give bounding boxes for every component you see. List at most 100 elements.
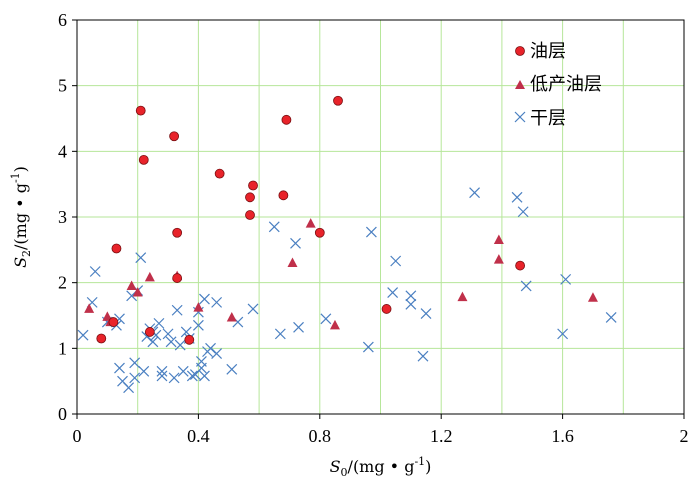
x-tick-label: 2 [680, 426, 689, 446]
oil-layer-point [184, 334, 195, 345]
legend-label-oil-layer: 油层 [530, 41, 566, 62]
low-yield-oil-layer-point [226, 311, 237, 322]
legend-triangle-marker [515, 80, 525, 89]
legend-x-marker [514, 111, 526, 123]
oil-layer-point [248, 180, 258, 191]
oil-layer-point [172, 273, 183, 283]
dry-layer-point [420, 308, 432, 319]
y-axis-ticks: 0 1 2 3 4 5 6 [58, 10, 77, 424]
x-tick-label: 0.4 [187, 426, 210, 446]
legend-item-oil-layer: 油层 [515, 41, 566, 62]
y-tick-label: 1 [58, 338, 67, 358]
x-tick-label: 0.8 [309, 426, 332, 446]
legend: 油层 低产油层 干层 [514, 41, 602, 129]
dry-layer-point [114, 362, 125, 374]
dry-layer-point [147, 336, 159, 348]
dry-layer-point [557, 328, 569, 340]
dry-layer-point [417, 350, 429, 362]
oil-layer-point [111, 243, 122, 254]
oil-layer-point [214, 168, 225, 179]
dry-layer-point [135, 252, 147, 264]
dry-layer-point [153, 317, 165, 329]
oil-layer-point [245, 210, 255, 220]
legend-circle-marker [515, 46, 525, 56]
dry-layer-point [405, 298, 417, 310]
dry-layer-point [274, 328, 286, 340]
dry-layer-point [517, 206, 529, 218]
dry-layer-point [192, 319, 204, 331]
dry-layer-point [268, 221, 280, 233]
low-yield-oil-layer-point [457, 291, 468, 302]
x-tick-label: 1.2 [430, 426, 453, 446]
dry-layer-point [156, 365, 168, 377]
oil-layer-point [278, 190, 289, 201]
x-axis-title: S0/(mg • g-1) [330, 455, 432, 479]
low-yield-oil-layer-point [287, 257, 298, 267]
dry-layer-point [365, 226, 377, 238]
dry-layer-point [211, 348, 223, 360]
dry-layer-point [511, 191, 523, 203]
dry-layer-point [362, 341, 374, 353]
y-tick-label: 3 [58, 207, 67, 227]
dry-layer-point [520, 280, 532, 292]
low-yield-oil-layer-point [84, 303, 95, 313]
x-tick-label: 1.6 [551, 426, 574, 446]
oil-layer-point [172, 227, 183, 238]
dry-layer-point [199, 370, 210, 382]
low-yield-oil-layer-point [126, 280, 137, 290]
dry-layer-point [156, 370, 168, 382]
low-yield-oil-layer-point [144, 271, 155, 282]
dry-layer-point [165, 336, 177, 348]
legend-label-low-yield-oil-layer: 低产油层 [530, 74, 602, 95]
dry-layer-point [605, 312, 617, 323]
y-tick-label: 0 [58, 404, 67, 424]
legend-label-dry-layer: 干层 [530, 108, 566, 129]
dry-layer-point [387, 287, 399, 298]
dry-layer-point [162, 328, 174, 340]
dry-layer-point [469, 187, 481, 199]
x-axis-ticks: 0 0.4 0.8 1.2 1.6 2 [73, 414, 689, 446]
low-yield-oil-layer-point [132, 287, 143, 297]
oil-layer-point [515, 260, 526, 271]
low-yield-oil-layer-point [329, 319, 340, 330]
dry-layer-point [129, 357, 141, 369]
y-tick-label: 4 [58, 141, 67, 161]
dry-layer-point [211, 296, 223, 308]
dry-layer-point [290, 237, 301, 249]
oil-layer-point [314, 227, 325, 238]
dry-layer-point [247, 303, 259, 315]
oil-layer-point [144, 327, 155, 337]
dry-layer-point [174, 339, 186, 351]
dry-layer-point [177, 365, 189, 377]
y-tick-label: 6 [58, 10, 67, 30]
dry-layer-point [560, 273, 572, 285]
legend-item-low-yield-oil-layer: 低产油层 [515, 74, 602, 95]
dry-layer-point [168, 372, 180, 384]
low-yield-oil-layer-point [493, 254, 504, 264]
low-yield-oil-layer-point [493, 234, 504, 244]
oil-layer-point [381, 304, 392, 314]
legend-item-dry-layer: 干层 [514, 108, 566, 129]
oil-layer-point [96, 333, 107, 344]
dry-layer-point [199, 293, 210, 305]
dry-layer-point [129, 372, 141, 384]
oil-layer-point [333, 95, 343, 106]
dry-layer-point [123, 382, 135, 394]
oil-layer-point [245, 192, 255, 203]
dry-layer-point [390, 255, 402, 267]
oil-layer-point [108, 317, 119, 327]
y-axis-title: S2/(mg • g-1) [9, 166, 33, 268]
dry-layer-point [196, 362, 207, 374]
oil-layer-point [169, 131, 180, 142]
low-yield-oil-layer-point [193, 302, 204, 312]
dry-layer-point [77, 329, 89, 341]
dry-layer-point [293, 321, 304, 333]
y-tick-label: 2 [58, 273, 67, 293]
data-points [77, 95, 617, 394]
dry-layer-point [186, 370, 198, 382]
dry-layer-point [405, 290, 417, 302]
oil-layer-point [135, 105, 146, 116]
dry-layer-point [171, 304, 183, 316]
dry-layer-point [138, 365, 150, 377]
